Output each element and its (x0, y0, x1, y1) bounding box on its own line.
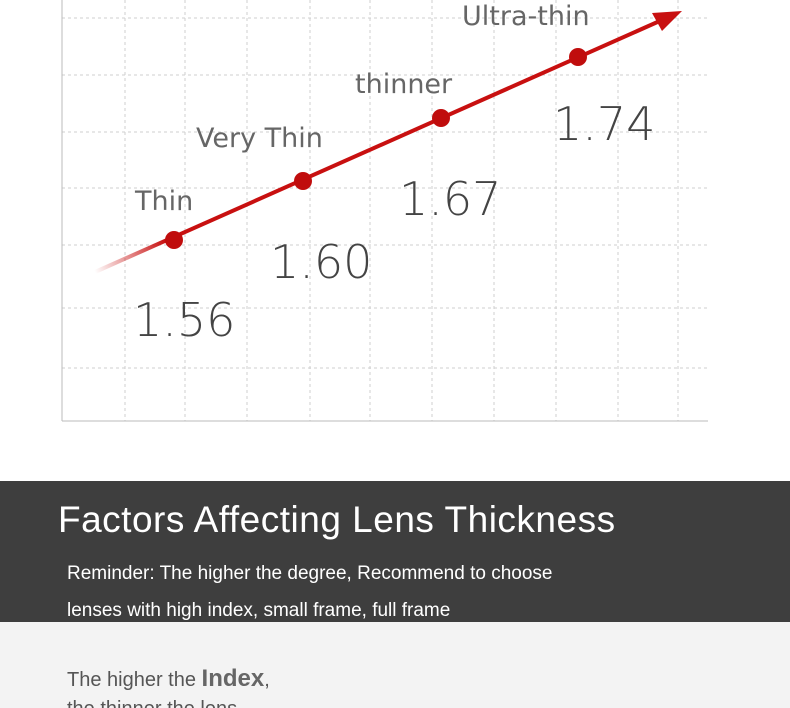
text: The higher the (67, 669, 202, 691)
footer: The higher the Index, the thinner the le… (0, 622, 790, 708)
grid (62, 0, 708, 421)
point-label: Very Thin (196, 123, 323, 154)
text: , (264, 669, 270, 691)
index-label: 1.60 (270, 235, 372, 289)
point (294, 172, 312, 190)
point (432, 109, 450, 127)
point-label: Thin (134, 186, 193, 217)
point (165, 231, 183, 249)
trend-line (94, 18, 663, 274)
footer-line: the thinner the lens (67, 698, 237, 708)
index-label: 1.56 (133, 293, 235, 347)
banner-line: Reminder: The higher the degree, Recomme… (67, 563, 553, 584)
point-label: Ultra-thin (462, 1, 590, 32)
strong-text: Index (201, 665, 265, 692)
arrow-head (652, 11, 682, 31)
footer-line: The higher the Index, (67, 665, 270, 693)
diagram: Thin 1.56 Very Thin 1.60 thinner 1.67 Ultra-th… (61, 0, 708, 422)
point (569, 48, 587, 66)
points: Thin 1.56 Very Thin 1.60 thinner 1.67 Ultra-th… (133, 1, 655, 347)
banner: Factors Affecting Lens Thickness Reminde… (0, 481, 790, 622)
banner-title: Factors Affecting Lens Thickness (58, 499, 616, 540)
index-label: 1.74 (553, 97, 655, 151)
point-label: thinner (355, 69, 453, 100)
banner-line: lenses with high index, small frame, ful… (67, 600, 451, 621)
index-label: 1.67 (399, 172, 501, 226)
